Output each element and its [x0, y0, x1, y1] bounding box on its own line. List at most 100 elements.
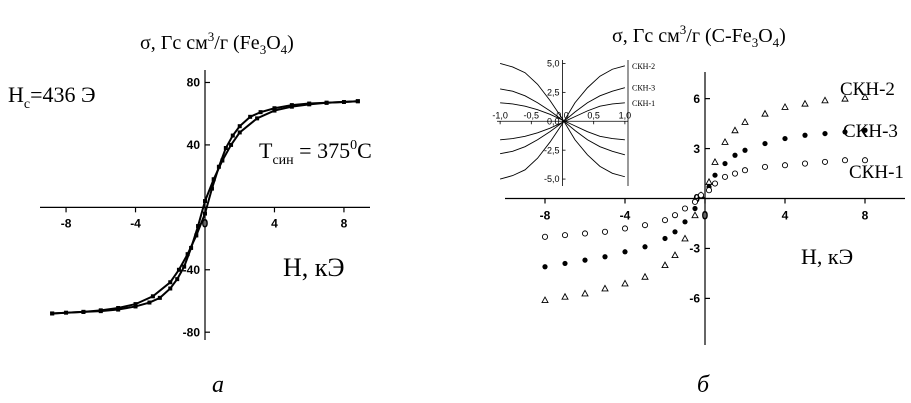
- data-point-filled: [602, 254, 608, 260]
- x-tick-label: 4: [271, 216, 278, 230]
- data-point: [175, 277, 180, 282]
- data-point: [203, 199, 207, 204]
- series-label-skn2: СКН-2: [840, 79, 895, 100]
- inset-series-label: СКН-3: [632, 84, 655, 93]
- data-point-filled: [722, 160, 728, 167]
- y-tick-label: -40: [183, 263, 201, 277]
- x-tick-label: -8: [61, 216, 72, 230]
- data-point-open: [761, 163, 769, 170]
- data-point: [248, 114, 253, 119]
- y-tick-label: 3: [693, 142, 700, 156]
- data-point-triangle: [581, 289, 589, 297]
- inset-loop-СКН-1-down: [500, 102, 625, 141]
- data-point: [168, 286, 173, 291]
- panel-a-title: σ, Гс см3/г (Fe3O4): [140, 29, 294, 57]
- data-point: [203, 211, 207, 216]
- data-point-open: [541, 233, 549, 240]
- y-tick-label: 40: [187, 138, 201, 152]
- data-point-filled: [622, 249, 628, 255]
- data-point: [237, 124, 242, 129]
- hysteresis-branch-ascending: [52, 100, 358, 315]
- data-point-open: [697, 192, 705, 199]
- data-point-triangle: [711, 157, 719, 165]
- data-point: [307, 101, 312, 106]
- data-point-filled: [562, 260, 568, 267]
- data-point-triangle: [621, 279, 629, 287]
- panel-b-title: σ, Гс см3/г (C-Fe3O4): [612, 22, 786, 50]
- data-point-open: [691, 198, 699, 205]
- data-point: [230, 133, 235, 138]
- x-tick-label: 0: [202, 216, 209, 230]
- x-tick-label: 1,0: [619, 110, 632, 120]
- data-point-filled: [582, 257, 588, 263]
- data-point-open: [581, 230, 589, 237]
- data-point-open: [705, 187, 713, 194]
- data-point-triangle: [691, 211, 699, 219]
- panel-a: σ, Гс см3/г (Fe3O4) Hc=436 Э Tсин = 3750…: [8, 29, 372, 398]
- data-point-open: [801, 160, 809, 167]
- data-point-triangle: [801, 99, 809, 107]
- x-tick-label: 0,5: [587, 110, 600, 120]
- data-point-filled: [642, 244, 648, 250]
- panel-b-inset-plot: -1,0 -0,5 0,0 0,5 1,0 5,0 2,5 0,0 -2,5 -5,0 СКН-2 С…: [492, 59, 655, 186]
- x-tick-label: 8: [341, 216, 348, 230]
- x-tick-label: -1,0: [492, 110, 508, 120]
- data-point: [182, 264, 187, 269]
- y-tick-label: 0: [693, 192, 700, 206]
- inset-series-label: СКН-2: [632, 62, 655, 71]
- y-tick-label: 5,0: [547, 59, 560, 69]
- x-tick-label: -4: [130, 216, 141, 230]
- panel-b-label: б: [697, 372, 710, 398]
- data-point: [355, 99, 360, 104]
- data-point-triangle: [731, 126, 739, 134]
- x-tick-label: 8: [862, 209, 869, 223]
- data-point: [289, 103, 294, 108]
- data-point-open: [721, 173, 729, 180]
- data-point: [216, 164, 221, 169]
- data-point-open: [681, 205, 689, 212]
- data-point: [81, 309, 86, 314]
- data-point-triangle: [861, 93, 869, 100]
- inset-loop-СКН-2-up: [499, 65, 626, 180]
- data-point-triangle: [721, 137, 729, 145]
- panel-b: σ, Гс см3/г (C-Fe3O4) СКН-2 СКН-3 СКН-1 …: [492, 22, 905, 398]
- data-point-filled: [672, 229, 678, 235]
- data-point: [196, 224, 201, 229]
- data-point: [98, 308, 103, 313]
- data-point-triangle: [821, 96, 829, 104]
- x-tick-label: -8: [540, 209, 551, 223]
- data-point: [157, 295, 162, 300]
- panel-a-label: a: [212, 372, 224, 398]
- series-label-skn3: СКН-3: [843, 121, 898, 142]
- x-tick-label: 0,0: [556, 110, 569, 120]
- data-point-open: [821, 158, 829, 165]
- data-point: [211, 177, 216, 182]
- data-point-triangle: [741, 117, 749, 125]
- data-point: [209, 186, 214, 191]
- data-point-open: [711, 180, 719, 187]
- data-point-filled: [542, 264, 548, 270]
- data-point-open: [731, 170, 739, 177]
- data-point-filled: [712, 172, 718, 178]
- data-point-filled: [862, 127, 868, 133]
- y-tick-label: 0,0: [547, 116, 560, 126]
- data-point: [220, 158, 225, 163]
- y-tick-label: 6: [693, 92, 700, 106]
- x-tick-label: 4: [782, 209, 789, 223]
- data-point: [255, 116, 260, 121]
- data-point: [258, 110, 263, 115]
- y-tick-label: -3: [689, 242, 700, 256]
- data-point-triangle: [681, 234, 689, 242]
- data-point-filled: [742, 147, 748, 153]
- panel-b-plot: -8 -4 0 4 8 6 3 0 -3 -6: [505, 72, 905, 345]
- data-point: [150, 294, 155, 299]
- data-point: [229, 142, 234, 147]
- data-point-filled: [762, 140, 768, 147]
- data-point-triangle: [561, 292, 569, 300]
- annotation-coercivity: Hc=436 Э: [8, 82, 96, 112]
- panel-a-xlabel: H, кЭ: [283, 253, 345, 282]
- y-tick-label: 2,5: [547, 88, 560, 98]
- x-tick-label: 0: [702, 209, 709, 223]
